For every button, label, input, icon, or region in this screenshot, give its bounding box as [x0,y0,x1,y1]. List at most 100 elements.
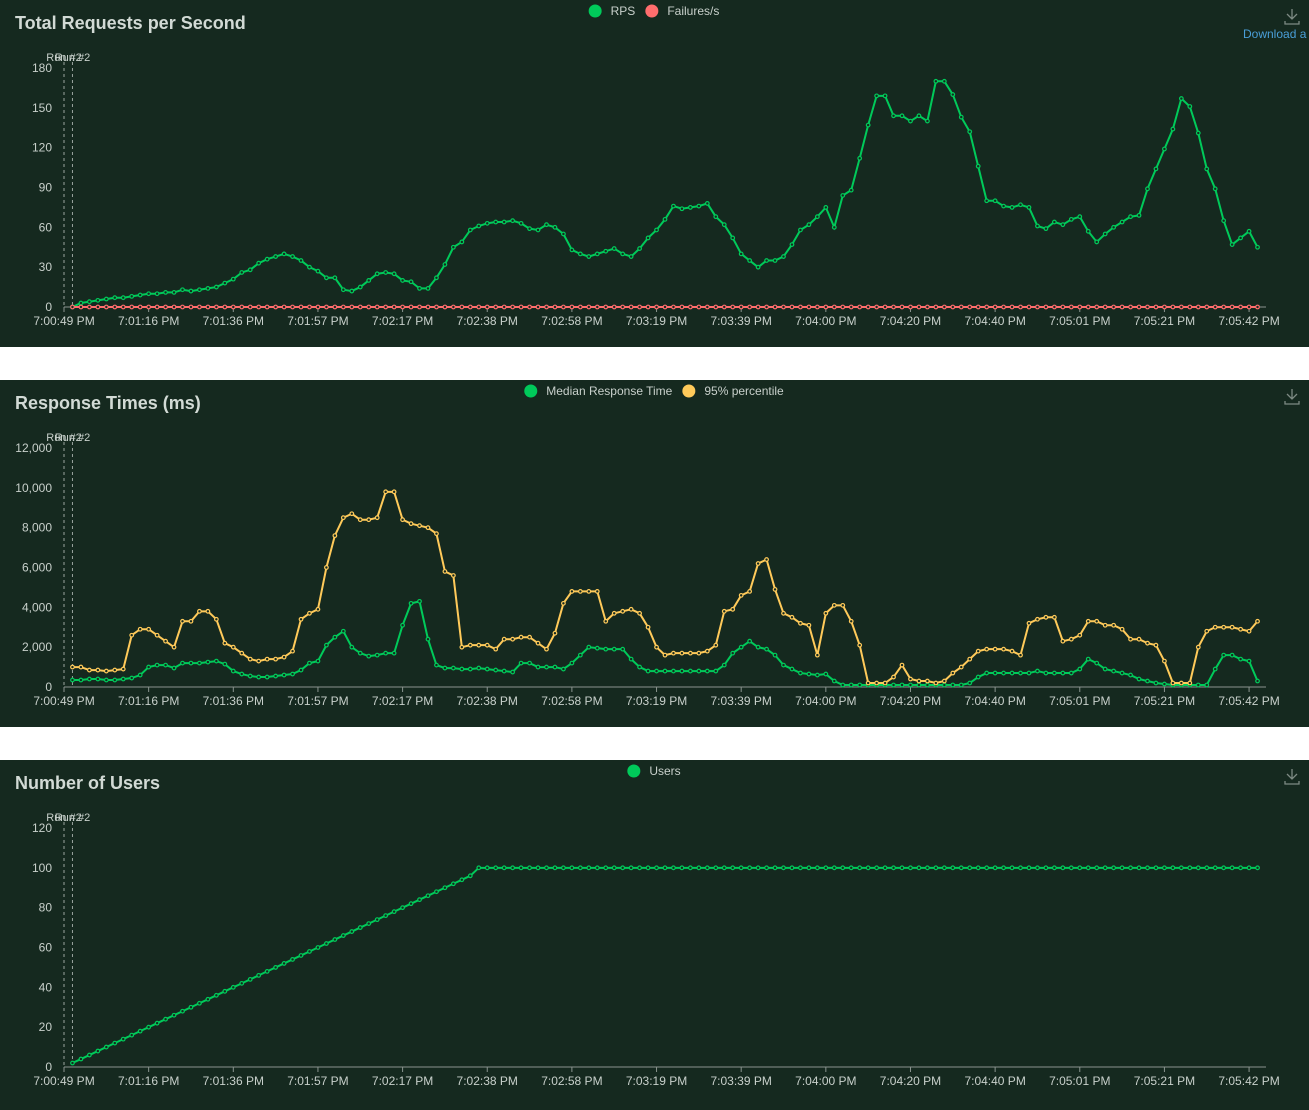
data-point [374,515,380,521]
data-point [781,254,786,259]
data-point [814,652,820,658]
data-point [86,667,92,673]
data-point [1145,678,1150,684]
data-point [654,227,659,233]
data-point [1026,304,1032,310]
download-icon[interactable] [1284,769,1300,785]
data-point [1162,681,1167,687]
data-point [603,248,609,254]
data-point [831,865,837,871]
data-point [324,565,329,570]
data-point [103,296,109,302]
data-point [1170,865,1176,871]
download-icon[interactable] [1284,389,1300,405]
data-point [146,291,152,297]
data-point [645,668,651,674]
data-point [1077,214,1083,220]
data-point [874,680,880,686]
data-point [1221,652,1227,658]
data-point [738,251,744,257]
data-point [1145,304,1150,310]
data-point [569,304,575,310]
data-point [239,650,245,656]
download-icon[interactable] [1284,9,1300,25]
data-point [273,965,279,970]
data-point [442,569,448,574]
data-point [1111,304,1117,310]
x-tick-label: 7:02:58 PM [541,1074,602,1088]
data-point [950,304,956,310]
data-point [518,660,524,666]
data-point [493,667,499,673]
data-point [654,644,659,650]
y-tick-label: 150 [32,101,52,115]
data-point [1060,304,1066,310]
data-point [340,287,346,293]
data-point [781,610,786,616]
y-tick-label: 0 [45,680,52,694]
data-point [1153,680,1159,686]
data-point [450,304,456,310]
data-point [222,304,228,310]
data-point [1238,304,1244,310]
data-point [916,304,922,310]
data-point [264,304,270,310]
panel: Total Requests per Second Download a Run… [0,0,1309,347]
data-point [831,304,837,310]
data-point [857,682,863,688]
data-point [789,242,795,247]
data-point [120,666,126,672]
data-point [1077,865,1083,871]
data-point [891,674,896,680]
data-point [324,642,329,648]
data-point [357,925,363,930]
data-point [78,304,84,310]
data-point [163,304,168,310]
data-point [1119,670,1125,676]
data-point [1221,218,1227,224]
data-point [891,682,896,688]
data-point [637,246,643,251]
data-point [510,304,516,310]
data-point [967,304,973,310]
data-point [1026,865,1032,871]
data-point [628,656,634,662]
data-point [1009,648,1015,654]
data-point [1204,304,1210,310]
data-point [222,640,228,646]
chart-title: Total Requests per Second [15,13,246,33]
data-point [637,865,643,871]
x-tick-label: 7:03:39 PM [710,1074,771,1088]
data-point [273,656,279,662]
data-point [984,670,990,676]
data-point [467,666,473,672]
data-point [764,646,769,652]
data-point [552,304,558,310]
data-point [984,304,990,310]
data-point [476,304,482,310]
data-point [814,214,820,220]
download-link[interactable]: Download a [1243,27,1307,41]
data-point [1077,304,1083,310]
data-point [1068,670,1074,676]
data-point [120,1036,126,1042]
data-point [501,219,507,225]
data-point [205,659,211,665]
data-point [510,865,516,871]
data-point [891,304,896,310]
data-point [1043,865,1049,871]
data-point [357,650,363,656]
data-point [738,644,744,650]
data-point [789,865,795,871]
data-point [417,304,422,310]
data-point [645,624,651,630]
data-point [967,129,973,135]
data-point [459,304,465,310]
data-point [417,897,422,903]
x-tick-label: 7:05:21 PM [1134,314,1195,328]
data-point [992,670,998,676]
data-point [645,304,651,310]
data-point [501,636,507,642]
data-point [205,286,211,291]
data-point [239,304,245,310]
